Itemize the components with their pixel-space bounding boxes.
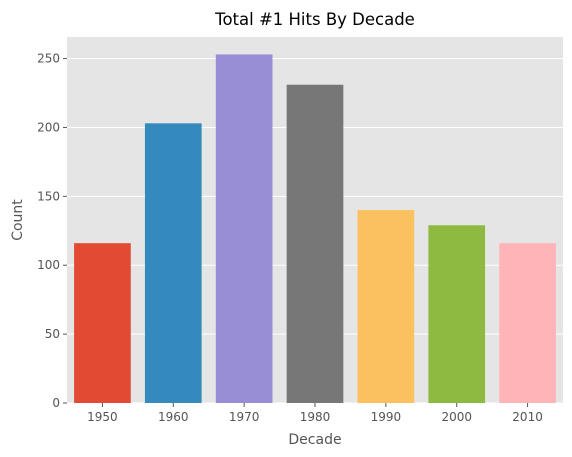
x-tick-label: 1950 [87,410,118,424]
y-tick-label: 0 [52,396,60,410]
chart-title: Total #1 Hits By Decade [214,10,415,29]
x-tick-label: 1970 [229,410,260,424]
bars [74,54,556,404]
bar-1980 [286,84,344,403]
x-axis-ticks: 1950 1960 1970 1980 1990 2000 2010 [87,403,543,424]
bar-1970 [215,54,273,404]
y-axis-label: Count [10,199,26,241]
bar-2000 [428,225,486,403]
y-tick-label: 150 [37,189,60,203]
y-tick-label: 200 [37,120,60,134]
x-axis-label: Decade [288,432,341,448]
x-tick-label: 1990 [371,410,402,424]
bar-2010 [499,243,556,403]
bar-1990 [357,210,415,403]
x-tick-label: 2000 [441,410,472,424]
x-tick-label: 1960 [158,410,189,424]
y-tick-label: 50 [45,327,60,341]
x-tick-label: 1980 [300,410,331,424]
bar-1950 [74,243,131,403]
x-tick-label: 2010 [512,410,543,424]
y-tick-label: 100 [37,258,60,272]
y-tick-label: 250 [37,52,60,66]
bar-1960 [144,123,202,403]
y-axis-ticks: 0 50 100 150 200 250 [37,52,67,410]
